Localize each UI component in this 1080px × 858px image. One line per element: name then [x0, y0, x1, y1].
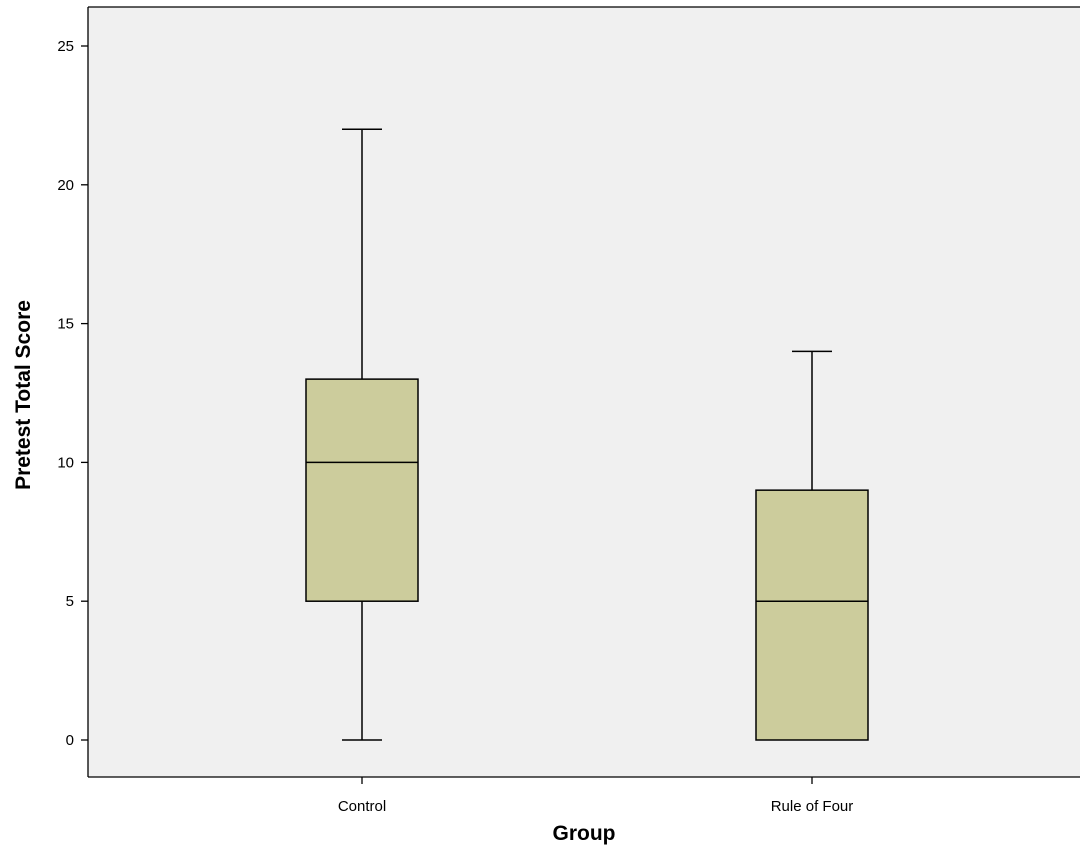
y-tick-label: 25	[57, 38, 74, 55]
x-tick-label: Control	[338, 798, 386, 815]
box-iqr	[305, 378, 419, 602]
x-axis-title: Group	[553, 822, 616, 845]
y-tick-label: 15	[57, 316, 74, 333]
y-tick-label: 10	[57, 454, 74, 471]
x-axis-ticks: Control Rule of Four	[338, 777, 853, 815]
plot-area	[88, 7, 1080, 777]
box-iqr	[755, 489, 869, 741]
y-axis-ticks: 0 5 10 15 20 25	[57, 38, 88, 749]
y-tick-label: 5	[66, 593, 74, 610]
y-tick-label: 20	[57, 177, 74, 194]
x-tick-label: Rule of Four	[771, 798, 854, 815]
plot-borders	[87, 6, 1080, 778]
boxes	[305, 128, 869, 741]
box-group	[305, 128, 419, 741]
box-group	[755, 350, 869, 741]
y-tick-label: 0	[66, 732, 74, 749]
y-axis-title: Pretest Total Score	[12, 300, 35, 490]
